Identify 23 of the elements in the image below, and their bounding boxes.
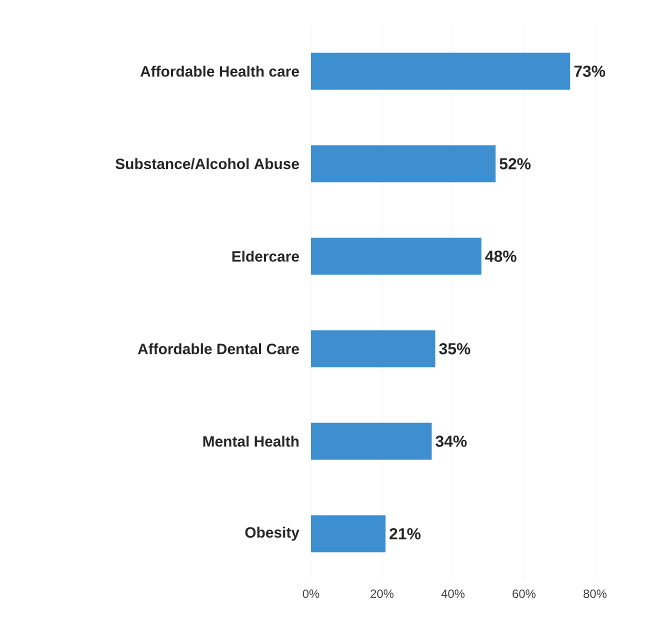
y-tick-label: Mental Health: [203, 436, 299, 447]
x-tick-label: 80%: [584, 590, 607, 598]
data-label: 52%: [500, 158, 531, 170]
y-tick-label: Substance/Alcohol Abuse: [116, 158, 299, 170]
x-tick-label: 20%: [370, 590, 394, 598]
y-tick-label: Affordable Health care: [140, 66, 299, 77]
data-label: 21%: [390, 528, 421, 540]
data-label: 35%: [439, 343, 470, 354]
y-tick-label: Affordable Dental Care: [138, 343, 299, 354]
data-label: 48%: [485, 250, 516, 262]
y-tick-label: Obesity: [245, 526, 300, 541]
bar: [311, 422, 432, 460]
bar: [311, 145, 496, 182]
y-tick-label: Eldercare: [232, 250, 299, 262]
x-tick-label: 40%: [441, 590, 465, 598]
bar: [311, 330, 436, 368]
bar: [311, 238, 482, 275]
data-label: 73%: [574, 66, 606, 77]
x-tick-label: 60%: [512, 590, 536, 598]
bar: [311, 515, 386, 552]
bar: [311, 52, 570, 90]
data-label: 34%: [436, 436, 467, 447]
x-tick-label: 0%: [302, 590, 320, 598]
